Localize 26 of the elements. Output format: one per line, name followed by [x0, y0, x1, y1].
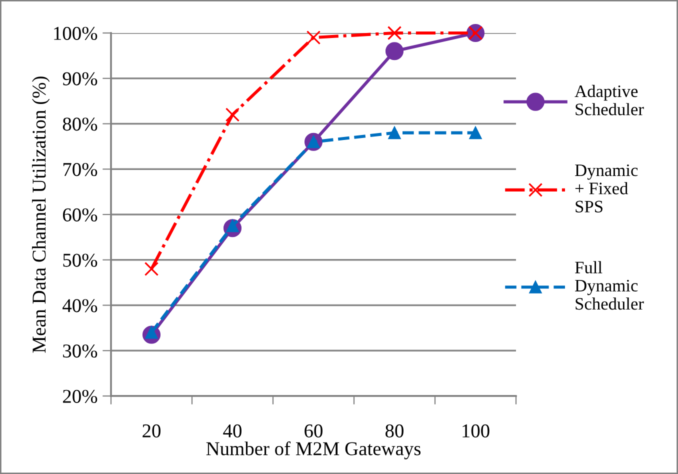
x-tick-label: 80 — [386, 424, 404, 438]
x-tick-label: 40 — [223, 424, 242, 438]
legend-label: Dynamic + Fixed SPS — [575, 164, 638, 212]
point — [388, 126, 401, 140]
x-axis-title: Number of M2M Gateways — [206, 441, 421, 460]
point — [306, 30, 321, 45]
point — [387, 26, 402, 40]
x-tick-label: 60 — [304, 424, 322, 438]
x-tick-label: 100 — [462, 424, 490, 438]
point — [225, 108, 240, 122]
y-tick-label: 60% — [63, 208, 98, 222]
y-tick-label: 90% — [62, 72, 98, 86]
y-tick-label: 50% — [63, 254, 98, 267]
y-tick-label: 70% — [63, 162, 98, 176]
y-tick-label: 100% — [54, 26, 98, 40]
x-tick-label: 20 — [142, 424, 160, 438]
y-tick-label: 20% — [63, 390, 98, 403]
point — [144, 262, 159, 276]
legend-label: Full Dynamic Scheduler — [575, 261, 644, 310]
y-tick-label: 30% — [63, 344, 98, 358]
y-tick-label: 40% — [62, 299, 98, 312]
point — [469, 126, 482, 140]
y-axis-title: Mean Data Channel Utilization (%) — [32, 76, 50, 353]
legend-label: Adaptive Scheduler — [574, 84, 644, 116]
point — [385, 42, 404, 60]
y-tick-label: 80% — [62, 118, 98, 131]
